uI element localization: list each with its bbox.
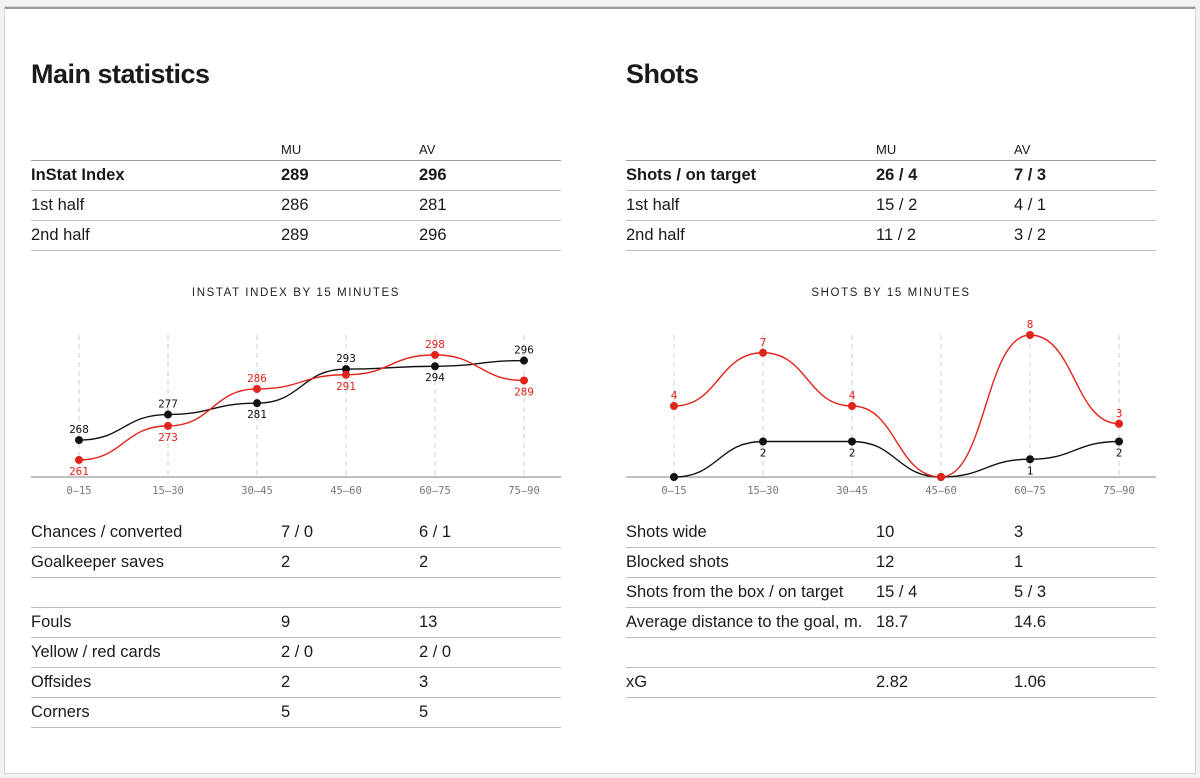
header-mu: MU — [281, 135, 419, 161]
table-row — [626, 637, 1156, 668]
data-label-mu: 291 — [336, 380, 356, 393]
table-row: Shots from the box / on target 15 / 4 5 … — [626, 577, 1156, 608]
table-row: 1st half 15 / 2 4 / 1 — [626, 190, 1156, 221]
data-point-av — [1026, 455, 1034, 464]
section-title: Shots — [626, 59, 699, 89]
table-row: xG 2.82 1.06 — [626, 667, 1156, 698]
table-row: Blocked shots 12 1 — [626, 547, 1156, 578]
data-label-mu: 7 — [760, 336, 767, 349]
tick-label: 45–60 — [330, 485, 362, 497]
data-label-av: 293 — [336, 352, 356, 365]
tick-label: 30–45 — [836, 485, 868, 497]
tick-label: 75–90 — [508, 485, 540, 497]
tick-label: 30–45 — [241, 485, 273, 497]
data-point-av — [164, 410, 172, 419]
series-line-av — [78, 359, 525, 441]
series-line-av — [673, 440, 1120, 478]
table-row — [31, 577, 561, 608]
data-point-mu — [670, 402, 678, 410]
data-label-mu: 298 — [425, 338, 445, 351]
data-point-av — [670, 473, 678, 481]
data-point-av — [1115, 437, 1123, 446]
chart-title: INSTAT INDEX BY 15 MINUTES — [191, 287, 401, 299]
data-point-av — [75, 436, 83, 445]
data-point-mu — [164, 421, 172, 430]
data-label-av: 1 — [1027, 464, 1034, 477]
chart-title: SHOTS BY 15 MINUTES — [811, 287, 971, 299]
top-divider — [5, 7, 1195, 9]
tick-label: 0–15 — [661, 485, 686, 497]
data-point-mu — [342, 370, 350, 379]
table-row: Shots wide 10 3 — [626, 518, 1156, 548]
data-label-mu: 286 — [247, 372, 267, 385]
tick-label: 45–60 — [925, 485, 957, 497]
data-label-av: 277 — [158, 398, 178, 411]
data-point-mu — [759, 348, 767, 357]
stats-sheet: Main statistics MU AV InStat Index 289 2… — [4, 6, 1196, 774]
table-header: MU AV — [626, 135, 1156, 161]
table-row: 1st half 286 281 — [31, 190, 561, 221]
data-point-mu — [431, 350, 439, 359]
shots-table: MU AV Shots / on target 26 / 4 7 / 3 1st… — [626, 135, 1156, 251]
table-row: Fouls 9 13 — [31, 607, 561, 638]
data-label-av: 2 — [849, 447, 856, 460]
data-label-av: 294 — [425, 371, 445, 384]
table-row: Corners 5 5 — [31, 697, 561, 728]
data-point-mu — [520, 376, 528, 385]
main-stats-table: MU AV InStat Index 289 296 1st half 286 … — [31, 135, 561, 251]
data-point-mu — [1026, 331, 1034, 339]
data-point-av — [848, 437, 856, 446]
data-label-mu: 4 — [849, 389, 856, 402]
header-mu: MU — [876, 135, 1014, 161]
data-label-mu: 261 — [69, 465, 89, 478]
table-row: Goalkeeper saves 2 2 — [31, 547, 561, 578]
table-row: Offsides 2 3 — [31, 667, 561, 698]
data-point-mu — [848, 402, 856, 410]
data-point-av — [342, 365, 350, 374]
tick-label: 60–75 — [419, 485, 451, 497]
table-row: 2nd half 11 / 2 3 / 2 — [626, 220, 1156, 251]
table-row: Yellow / red cards 2 / 0 2 / 0 — [31, 637, 561, 668]
data-label-av: 268 — [69, 423, 89, 436]
table-row: Average distance to the goal, m. 18.7 14… — [626, 607, 1156, 638]
data-point-mu — [937, 473, 945, 481]
table-row: 2nd half 289 296 — [31, 220, 561, 251]
data-label-av: 2 — [1116, 447, 1123, 460]
header-av: AV — [419, 135, 561, 161]
shots-detail-table: Shots wide 10 3 Blocked shots 12 1 Shots… — [626, 518, 1156, 698]
tick-label: 60–75 — [1014, 485, 1046, 497]
shots-chart: 0–15 15–30 30–45 45–60 60–75 75–90 2 2 1 2 4 7 4 8 3 — [626, 318, 1156, 497]
data-label-av: 2 — [760, 447, 767, 460]
tick-label: 15–30 — [747, 485, 779, 497]
series-line-mu — [673, 334, 1120, 478]
header-label — [31, 135, 281, 161]
data-point-av — [431, 362, 439, 371]
data-point-mu — [253, 384, 261, 393]
table-row: InStat Index 289 296 — [31, 160, 561, 191]
header-av: AV — [1014, 135, 1156, 161]
data-point-mu — [1115, 419, 1123, 428]
data-label-av: 296 — [514, 344, 534, 357]
section-title: Main statistics — [31, 59, 210, 89]
tick-label: 15–30 — [152, 485, 184, 497]
table-row: Chances / converted 7 / 0 6 / 1 — [31, 518, 561, 548]
series-line-mu — [78, 354, 525, 461]
data-label-mu: 289 — [514, 385, 534, 398]
header-label — [626, 135, 876, 161]
data-label-mu: 273 — [158, 431, 178, 444]
data-label-av: 281 — [247, 408, 267, 421]
data-point-av — [253, 399, 261, 408]
data-point-mu — [75, 455, 83, 464]
data-label-mu: 4 — [671, 389, 678, 402]
table-row: Shots / on target 26 / 4 7 / 3 — [626, 160, 1156, 191]
tick-label: 75–90 — [1103, 485, 1135, 497]
instat-index-chart: 0–15 15–30 30–45 45–60 60–75 75–90 268 277 281 29… — [31, 335, 561, 497]
main-stats-detail-table: Chances / converted 7 / 0 6 / 1 Goalkeep… — [31, 518, 561, 728]
data-point-av — [759, 437, 767, 446]
data-label-mu: 8 — [1027, 318, 1034, 331]
data-label-mu: 3 — [1116, 407, 1123, 420]
data-point-av — [520, 356, 528, 365]
tick-label: 0–15 — [66, 485, 91, 497]
table-header: MU AV — [31, 135, 561, 161]
